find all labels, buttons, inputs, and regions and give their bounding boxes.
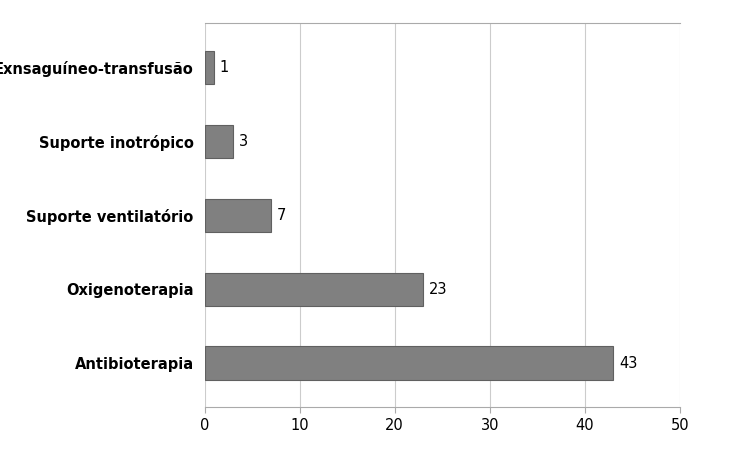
- Text: 43: 43: [619, 356, 637, 370]
- Bar: [205, 273, 423, 306]
- Text: 23: 23: [429, 282, 447, 297]
- Text: 7: 7: [277, 208, 287, 223]
- Text: 1: 1: [220, 60, 229, 75]
- Bar: [205, 199, 271, 232]
- Text: 3: 3: [239, 134, 248, 149]
- Bar: [205, 51, 214, 84]
- Bar: [205, 125, 233, 158]
- Bar: [205, 346, 613, 380]
